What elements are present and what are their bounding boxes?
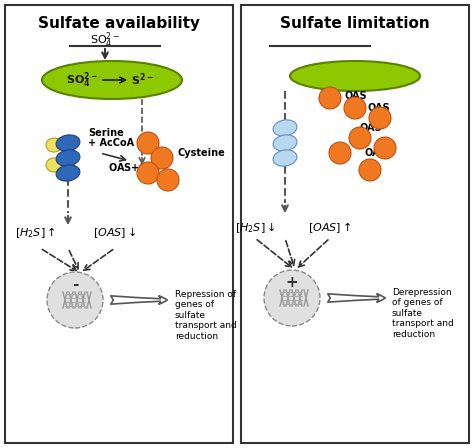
FancyBboxPatch shape <box>5 5 233 443</box>
Ellipse shape <box>56 150 80 166</box>
Text: $[OAS]\downarrow$: $[OAS]\downarrow$ <box>93 226 137 241</box>
Text: Cysteine: Cysteine <box>178 148 226 158</box>
Text: Sulfate availability: Sulfate availability <box>38 16 200 31</box>
FancyBboxPatch shape <box>241 5 469 443</box>
Circle shape <box>137 162 159 184</box>
Text: Serine: Serine <box>88 128 124 138</box>
Circle shape <box>137 132 159 154</box>
Ellipse shape <box>46 158 62 172</box>
Circle shape <box>47 272 103 328</box>
Text: $[H_2S]\uparrow$: $[H_2S]\uparrow$ <box>15 226 55 241</box>
Text: OAS: OAS <box>368 103 391 113</box>
Text: + AcCoA: + AcCoA <box>88 138 134 148</box>
Ellipse shape <box>56 135 80 151</box>
Circle shape <box>264 270 320 326</box>
Ellipse shape <box>273 150 297 166</box>
Text: -: - <box>72 276 78 292</box>
Circle shape <box>329 142 351 164</box>
Ellipse shape <box>56 165 80 181</box>
Text: $[OAS]\uparrow$: $[OAS]\uparrow$ <box>309 220 352 235</box>
Circle shape <box>157 169 179 191</box>
Text: Derepression
of genes of
sulfate
transport and
reduction: Derepression of genes of sulfate transpo… <box>392 288 454 339</box>
Circle shape <box>349 127 371 149</box>
Text: $\mathregular{SO_4^{2-}}$: $\mathregular{SO_4^{2-}}$ <box>90 30 120 50</box>
Text: OAS: OAS <box>365 148 388 158</box>
Ellipse shape <box>273 135 297 151</box>
Ellipse shape <box>273 120 297 136</box>
Circle shape <box>374 137 396 159</box>
Ellipse shape <box>290 61 420 91</box>
Text: $[H_2S]\downarrow$: $[H_2S]\downarrow$ <box>235 220 275 235</box>
Text: +: + <box>286 275 298 289</box>
Text: Sulfate limitation: Sulfate limitation <box>280 16 430 31</box>
Circle shape <box>344 97 366 119</box>
Circle shape <box>359 159 381 181</box>
Circle shape <box>151 147 173 169</box>
Text: OAS: OAS <box>360 123 383 133</box>
Text: $\mathregular{SO_4^{2-}}$: $\mathregular{SO_4^{2-}}$ <box>66 70 98 90</box>
Ellipse shape <box>46 138 62 152</box>
Ellipse shape <box>42 61 182 99</box>
Circle shape <box>369 107 391 129</box>
Text: OAS+$\mathregular{H_2S}$: OAS+$\mathregular{H_2S}$ <box>108 161 161 175</box>
Text: $\mathregular{S^{2-}}$: $\mathregular{S^{2-}}$ <box>131 72 154 88</box>
Text: OAS: OAS <box>345 91 368 101</box>
Text: Repression of
genes of
sulfate
transport and
reduction: Repression of genes of sulfate transport… <box>175 290 237 340</box>
Circle shape <box>319 87 341 109</box>
